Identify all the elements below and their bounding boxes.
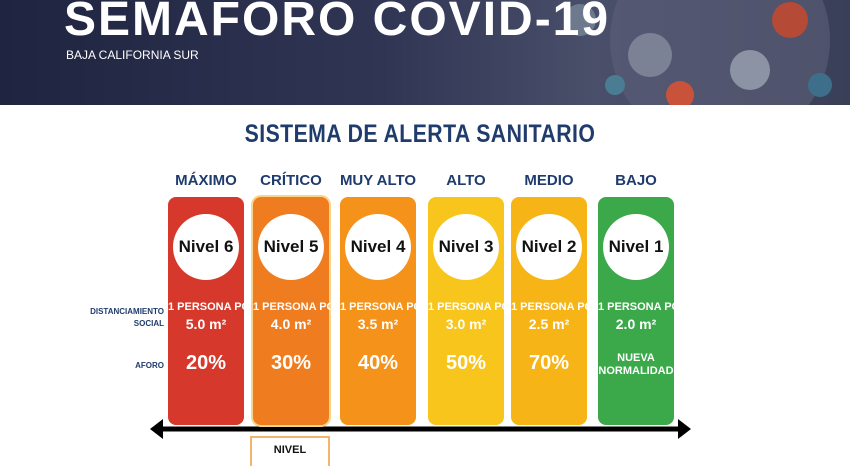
level-badge: Nivel 6 (173, 214, 239, 280)
level-column: Nivel 6 1 PERSONA POR 5.0 m² 20% (168, 197, 259, 425)
distancing-value: 2.0 m² (615, 316, 657, 332)
page-subtitle: BAJA CALIFORNIA SUR (66, 48, 199, 62)
level-column: Nivel 5 1 PERSONA POR 4.0 m² 30% (253, 197, 344, 425)
capacity-value: 20% (185, 352, 227, 374)
level-column: Nivel 3 1 PERSONA POR 3.0 m² 50% (428, 197, 519, 425)
capacity-value: NUEVA NORMALIDAD (598, 352, 674, 377)
level-badge: Nivel 4 (345, 214, 411, 280)
distancing-text: 1 PERSONA POR (428, 301, 519, 313)
capacity-value: 40% (357, 352, 399, 374)
distancing-text: 1 PERSONA POR (168, 301, 259, 313)
row-label: DISTANCIAMIENTO SOCIAL (90, 307, 164, 328)
distancing-text: 1 PERSONA POR (340, 301, 431, 313)
current-level-box: NIVEL (250, 436, 330, 466)
level-category: MUY ALTO (339, 172, 417, 189)
level-badge: Nivel 5 (258, 214, 324, 280)
banner: SEMÁFORO COVID-19 BAJA CALIFORNIA SUR (0, 0, 850, 105)
distancing-value: 2.5 m² (528, 316, 570, 332)
capacity-value: 30% (270, 352, 312, 374)
capacity-value: 70% (528, 352, 570, 374)
distancing-text: 1 PERSONA POR (598, 301, 689, 313)
virus-image (564, 0, 832, 105)
level-column: Nivel 1 1 PERSONA POR 2.0 m² NUEVA NORMALID… (598, 197, 689, 425)
infographic-title: SISTEMA DE ALERTA SANITARIO (244, 120, 596, 148)
level-category: BAJO (615, 172, 657, 189)
level-badge: Nivel 2 (516, 214, 582, 280)
level-category: MÁXIMO (175, 172, 237, 189)
distancing-value: 5.0 m² (185, 316, 227, 332)
capacity-value: 50% (445, 352, 487, 374)
level-category: CRÍTICO (260, 172, 322, 189)
distancing-value: 3.5 m² (357, 316, 399, 332)
distancing-value: 3.0 m² (445, 316, 487, 332)
page-title: SEMÁFORO COVID-19 (64, 0, 611, 46)
distancing-value: 4.0 m² (270, 316, 312, 332)
distancing-text: 1 PERSONA POR (511, 301, 602, 313)
level-column: Nivel 4 1 PERSONA POR 3.5 m² 40% (340, 197, 431, 425)
level-category: ALTO (446, 172, 486, 189)
scale-arrow (150, 419, 691, 439)
row-label: AFORO (135, 361, 164, 370)
level-badge: Nivel 3 (433, 214, 499, 280)
level-category: MEDIO (524, 172, 574, 189)
distancing-text: 1 PERSONA POR (253, 301, 344, 313)
level-column: Nivel 2 1 PERSONA POR 2.5 m² 70% (511, 197, 602, 425)
level-badge: Nivel 1 (603, 214, 669, 280)
